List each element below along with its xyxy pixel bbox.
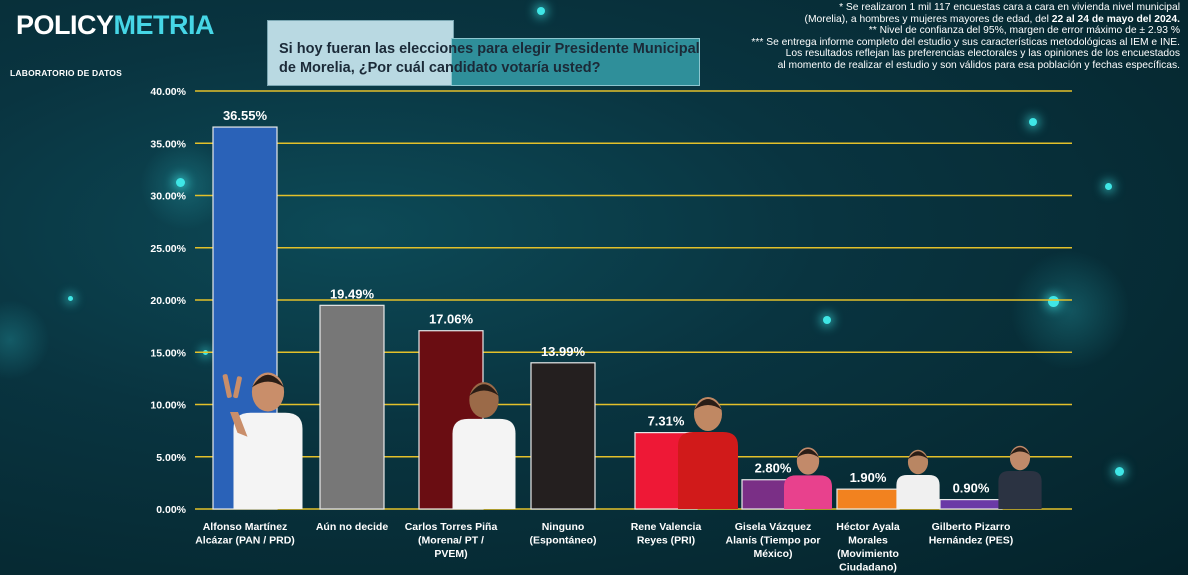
x-category-label: Héctor Ayala Morales (Movimiento Ciudadano): [836, 521, 900, 574]
candidate-body: [784, 475, 832, 509]
note-line-2-text: (Morelia), a hombres y mujeres mayores d…: [804, 13, 1052, 25]
background-dot: [1115, 467, 1124, 476]
x-category-label-line: Alanís (Tiempo por: [726, 535, 821, 547]
bar-value-label: 7.31%: [648, 414, 685, 429]
x-category-label-line: Gilberto Pizarro: [932, 521, 1011, 533]
y-tick-label: 15.00%: [150, 347, 186, 359]
bar-value-label: 13.99%: [541, 344, 586, 359]
x-category-label-line: (Movimiento: [837, 548, 899, 560]
candidate-body: [452, 418, 516, 509]
x-category-label-line: PVEM): [434, 548, 467, 560]
bar-value-label: 17.06%: [429, 312, 474, 327]
bar-value-label: 2.80%: [755, 461, 792, 476]
note-line-2-dates: 22 al 24 de mayo del 2024.: [1051, 13, 1180, 25]
candidate-hair: [796, 449, 820, 458]
survey-question: Si hoy fueran las elecciones para elegir…: [279, 41, 700, 76]
candidate-finger: [222, 374, 232, 398]
x-category-label-line: Héctor Ayala: [836, 521, 900, 533]
y-tick-label: 0.00%: [156, 504, 186, 516]
bar-value-label: 1.90%: [850, 470, 887, 485]
note-line-3: ** Nivel de confianza del 95%, margen de…: [868, 25, 1180, 37]
bar: [319, 304, 385, 510]
carlos-torres-pina-photo: [452, 382, 516, 509]
candidate-body: [678, 432, 738, 509]
bar-value-label: 19.49%: [330, 286, 375, 301]
x-category-label: Alfonso Martínez Alcázar (PAN / PRD): [195, 521, 295, 547]
candidate-hair: [469, 384, 499, 396]
candidate-hair: [907, 451, 929, 460]
candidate-body: [896, 474, 940, 509]
background-dot: [823, 316, 831, 324]
background-dot: [1048, 296, 1059, 307]
x-category-label-line: Carlos Torres Piña: [405, 521, 498, 533]
x-category-label-line: Aún no decide: [316, 521, 388, 533]
x-category-label-line: Ninguno: [542, 521, 585, 533]
x-category-label-line: Hernández (PES): [929, 535, 1014, 547]
y-tick-label: 40.00%: [150, 86, 186, 98]
y-tick-label: 10.00%: [150, 400, 186, 412]
note-line-2: (Morelia), a hombres y mujeres mayores d…: [660, 14, 1180, 26]
candidate-hair: [694, 399, 722, 410]
x-category-label: Rene Valencia Reyes (PRI): [631, 521, 702, 547]
x-category-label: Gisela Vázquez Alanís (Tiempo por México): [726, 521, 821, 560]
x-category-label-line: Reyes (PRI): [637, 535, 695, 547]
x-category-label: Aún no decide: [316, 521, 388, 533]
bar: [939, 498, 1003, 510]
methodology-notes: * Se realizaron 1 mil 117 encuestas cara…: [660, 2, 1180, 72]
note-line-5: Los resultados reflejan las preferencias…: [785, 48, 1180, 60]
x-category-label-line: Ciudadano): [839, 562, 897, 574]
bar-value-label: 0.90%: [953, 481, 990, 496]
x-category-label: Carlos Torres Piña (Morena/ PT / PVEM): [405, 521, 498, 560]
background-glow: [1010, 250, 1130, 370]
hector-ayala-photo: [896, 449, 940, 509]
x-category-label-line: Gisela Vázquez: [735, 521, 811, 533]
candidate-body: [233, 412, 303, 509]
y-tick-label: 25.00%: [150, 243, 186, 255]
bar: [530, 362, 596, 510]
candidate-arm: [230, 412, 248, 437]
background-dot: [176, 178, 185, 187]
brand-logo-part2: METRIA: [113, 10, 215, 40]
question-box-teal: [451, 38, 700, 86]
candidate-hair: [1009, 447, 1031, 456]
note-line-1: * Se realizaron 1 mil 117 encuestas cara…: [839, 2, 1180, 13]
brand-logo-part1: POLICY: [16, 10, 114, 40]
background-dot: [537, 7, 545, 15]
x-category-label-line: México): [753, 548, 792, 560]
brand-subtitle: LABORATORIO DE DATOS: [10, 68, 122, 78]
y-tick-label: 20.00%: [150, 295, 186, 307]
x-category-label-line: (Espontáneo): [529, 535, 596, 547]
bar: [836, 488, 900, 510]
rene-valencia-photo: [678, 397, 738, 509]
alfonso-martinez-photo: [222, 372, 303, 509]
candidate-body: [998, 470, 1042, 509]
x-category-label-line: (Morena/ PT /: [418, 535, 484, 547]
background-dot: [1029, 118, 1037, 126]
gilberto-pizarro-photo: [998, 445, 1042, 509]
bar-value-label: 36.55%: [223, 108, 268, 123]
candidate-finger: [233, 376, 242, 399]
background-dot: [68, 296, 73, 301]
x-category-label: Gilberto Pizarro Hernández (PES): [929, 521, 1014, 547]
x-category-label: Ninguno (Espontáneo): [529, 521, 596, 547]
candidate-hair: [251, 374, 285, 388]
y-tick-label: 30.00%: [150, 191, 186, 203]
note-line-6: al momento de realizar el estudio y son …: [777, 59, 1180, 71]
gisela-vazquez-photo: [784, 447, 832, 509]
background-dot: [1105, 183, 1112, 190]
y-tick-label: 35.00%: [150, 138, 186, 150]
note-line-4: *** Se entrega informe completo del estu…: [751, 36, 1180, 48]
x-category-label-line: Alcázar (PAN / PRD): [195, 535, 295, 547]
x-category-label-line: Alfonso Martínez: [203, 521, 288, 533]
x-category-label-line: Morales: [848, 535, 888, 547]
x-category-label-line: Rene Valencia: [631, 521, 702, 533]
y-tick-label: 5.00%: [156, 452, 186, 464]
brand-logo: POLICYMETRIA: [16, 10, 215, 41]
